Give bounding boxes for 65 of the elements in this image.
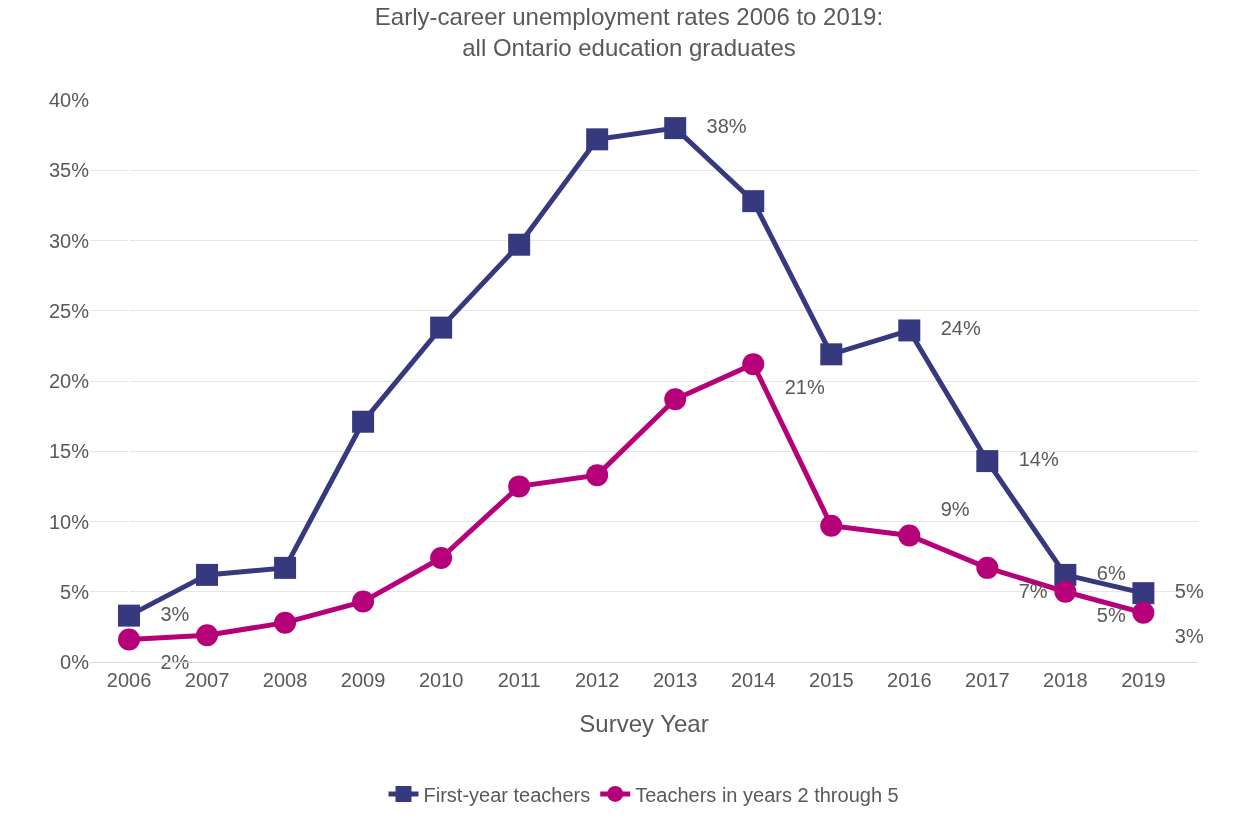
y-tick-label: 15% [48, 440, 90, 463]
x-tick-label: 2014 [730, 669, 776, 691]
point [274, 556, 297, 579]
y-tick-label: 0% [60, 651, 90, 673]
data-label: 7% [1002, 579, 1048, 602]
chart-title: Early-career unemployment rates 2006 to 2019: all Ontario education graduates [374, 2, 884, 61]
x-tick-label: 2016 [887, 669, 932, 691]
point [586, 464, 609, 487]
point [898, 319, 921, 342]
data-label: 3% [1158, 624, 1204, 647]
point [508, 475, 531, 498]
point [430, 316, 453, 339]
point [820, 343, 843, 366]
point [976, 556, 999, 579]
point [352, 410, 375, 433]
point [586, 128, 609, 151]
x-tick-label: 2008 [262, 669, 308, 691]
x-tick-label: 2006 [106, 669, 152, 691]
x-axis-title: Survey Year [579, 710, 709, 738]
point [664, 388, 687, 411]
data-label: 3% [143, 602, 190, 625]
point [196, 563, 219, 586]
point [430, 547, 453, 570]
data-label: 24% [924, 317, 981, 340]
y-tick-label: 25% [48, 299, 90, 322]
legend-label: First-year teachers [423, 783, 591, 806]
x-tick-label: 2010 [418, 669, 464, 691]
y-tick-label: 5% [60, 580, 90, 603]
y-tick-label: 35% [48, 159, 90, 182]
y-tick-label: 20% [48, 370, 90, 392]
point [118, 628, 141, 651]
data-label: 21% [767, 375, 825, 398]
point [976, 450, 999, 473]
point [118, 604, 141, 627]
legend-label: Teachers in years 2 through 5 [635, 783, 899, 806]
point [742, 190, 765, 213]
point [1132, 582, 1155, 605]
y-tick-label: 30% [48, 229, 90, 252]
point [898, 524, 921, 547]
data-label: 5% [1158, 580, 1204, 603]
x-tick-label: 2011 [497, 669, 541, 691]
x-tick-label: 2017 [965, 669, 1010, 691]
point [1132, 601, 1155, 624]
y-tick-label: 40% [48, 89, 90, 111]
point [196, 624, 219, 647]
data-label: 14% [1002, 448, 1059, 471]
point [820, 514, 843, 537]
x-tick-label: 2007 [184, 669, 230, 691]
point [1054, 580, 1077, 603]
x-tick-label: 2019 [1121, 669, 1166, 691]
point [742, 353, 765, 376]
point [508, 233, 531, 256]
x-tick-label: 2013 [652, 669, 698, 691]
data-label: 9% [924, 497, 970, 520]
x-tick-label: 2009 [340, 669, 386, 691]
data-label: 6% [1080, 561, 1126, 584]
point [352, 590, 375, 613]
point [664, 117, 687, 140]
point [274, 611, 297, 634]
x-tick-label: 2015 [809, 669, 854, 691]
x-tick-label: 2012 [574, 669, 620, 691]
y-tick-label: 10% [48, 510, 90, 533]
data-label: 38% [689, 115, 747, 138]
x-tick-label: 2018 [1043, 669, 1088, 691]
data-label: 5% [1080, 603, 1126, 626]
